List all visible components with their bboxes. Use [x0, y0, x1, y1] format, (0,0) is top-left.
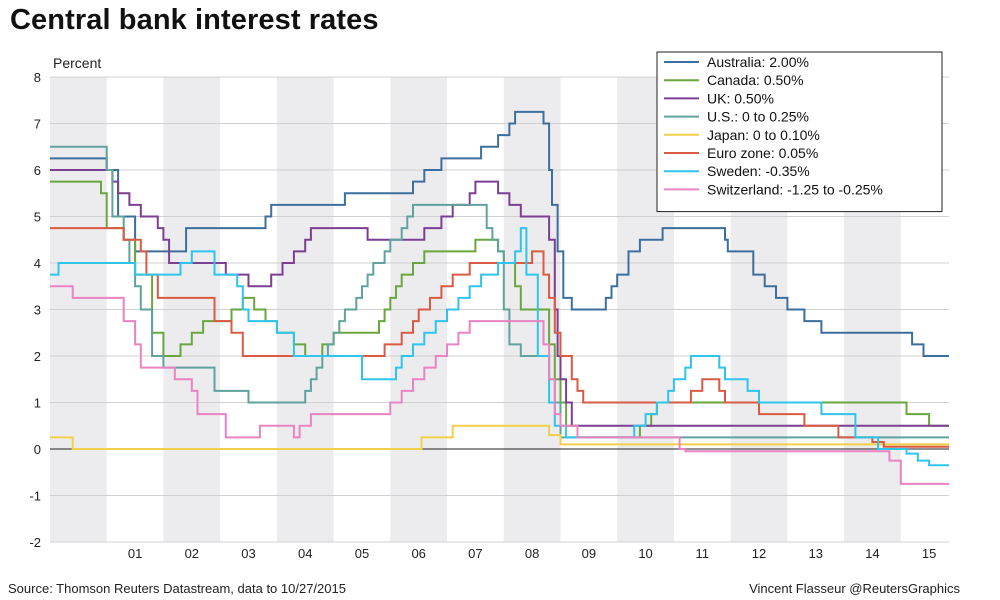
- x-tick-label: 05: [355, 546, 369, 561]
- y-tick-label: 4: [34, 256, 41, 271]
- series-line-4: [50, 145, 949, 439]
- y-tick-label: 7: [34, 117, 41, 132]
- y-axis-label: Percent: [53, 55, 101, 71]
- y-tick-label: -1: [29, 489, 41, 504]
- y-tick-label: 2: [34, 349, 41, 364]
- series-line-8: [50, 285, 949, 485]
- y-tick-label: 5: [34, 210, 41, 225]
- x-tick-label: 03: [241, 546, 255, 561]
- series-line-1: [50, 110, 949, 357]
- x-tick-label: 09: [582, 546, 596, 561]
- y-tick-label: -2: [29, 535, 41, 550]
- legend-entry: Canada: 0.50%: [707, 72, 804, 88]
- x-tick-label: 10: [638, 546, 652, 561]
- x-tick-label: 01: [128, 546, 142, 561]
- series-line-5: [50, 424, 949, 450]
- x-tick-label: 11: [696, 546, 710, 561]
- y-tick-label: 6: [34, 163, 41, 178]
- credit-note: Vincent Flasseur @ReutersGraphics: [749, 581, 960, 596]
- y-tick-label: 8: [34, 70, 41, 85]
- series-line-3: [50, 169, 949, 427]
- x-tick-label: 13: [808, 546, 822, 561]
- x-tick-label: 12: [752, 546, 766, 561]
- source-note: Source: Thomson Reuters Datastream, data…: [8, 581, 346, 596]
- y-tick-label: 1: [34, 396, 41, 411]
- x-tick-label: 15: [922, 546, 936, 561]
- x-tick-label: 07: [468, 546, 482, 561]
- x-tick-label: 06: [411, 546, 425, 561]
- legend-entry: Switzerland: -1.25 to -0.25%: [707, 181, 883, 197]
- legend-entry: U.S.: 0 to 0.25%: [707, 109, 809, 125]
- series-line-6: [50, 227, 949, 448]
- legend-entry: UK: 0.50%: [707, 90, 774, 106]
- legend-entry: Australia: 2.00%: [707, 54, 809, 70]
- x-tick-label: 14: [865, 546, 879, 561]
- legend-entry: Euro zone: 0.05%: [707, 145, 818, 161]
- legend-box: [656, 51, 943, 213]
- y-tick-label: 0: [34, 442, 41, 457]
- y-tick-label: 3: [34, 303, 41, 318]
- x-tick-label: 08: [525, 546, 539, 561]
- series-line-7: [50, 227, 949, 467]
- x-tick-label: 04: [298, 546, 312, 561]
- x-tick-label: 02: [185, 546, 199, 561]
- page-title: Central bank interest rates: [10, 4, 379, 36]
- legend-entry: Sweden: -0.35%: [707, 163, 810, 179]
- legend-entry: Japan: 0 to 0.10%: [707, 127, 820, 143]
